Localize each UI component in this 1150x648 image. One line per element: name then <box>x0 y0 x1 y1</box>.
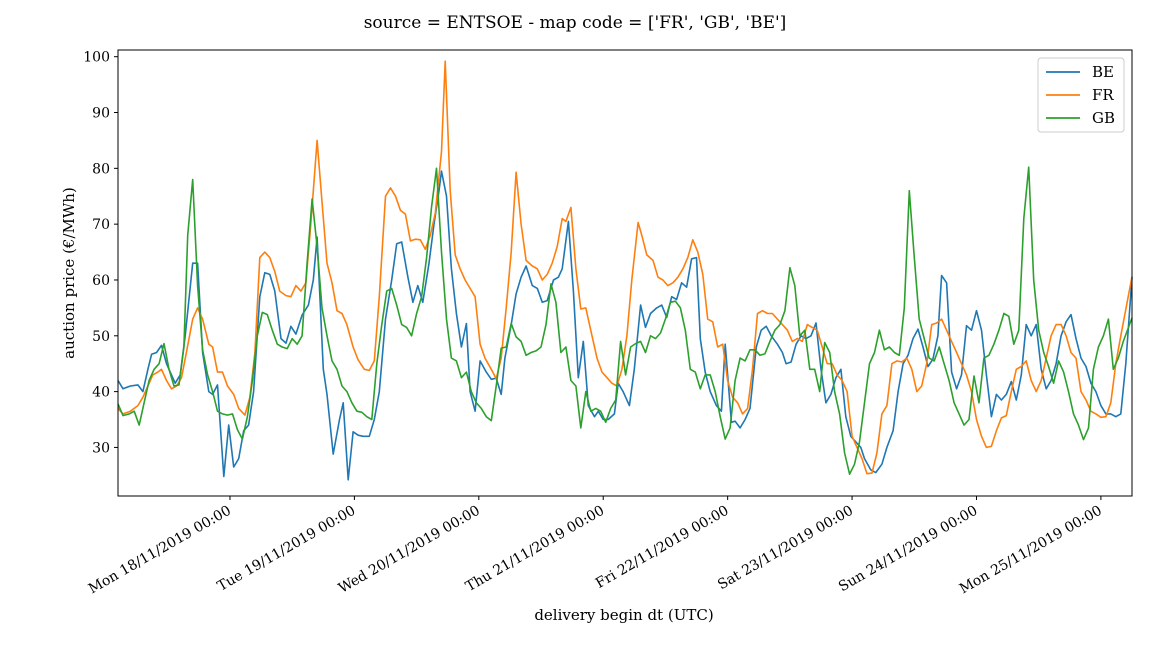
y-axis-label: auction price (€/MWh) <box>60 187 78 359</box>
legend-label-gb: GB <box>1092 109 1115 127</box>
y-tick-label: 100 <box>83 50 110 66</box>
legend-label-fr: FR <box>1092 86 1114 104</box>
legend-box <box>1037 57 1125 133</box>
y-tick-label: 50 <box>92 329 110 345</box>
x-tick-label: Thu 21/11/2019 00:00 <box>463 503 607 596</box>
y-axis: 30 40 50 60 70 80 90 100 <box>83 50 118 456</box>
y-tick-label: 40 <box>92 385 110 401</box>
x-tick-label: Tue 19/11/2019 00:00 <box>215 503 359 595</box>
x-tick-label: Mon 18/11/2019 00:00 <box>86 503 234 598</box>
x-axis-label: delivery begin dt (UTC) <box>534 606 713 624</box>
series-line-be <box>117 170 1133 481</box>
y-tick-label: 70 <box>92 217 110 233</box>
y-tick-label: 30 <box>92 440 110 456</box>
legend: BE FR GB <box>1037 57 1125 133</box>
series-line-fr <box>117 60 1133 475</box>
x-tick-label: Sat 23/11/2019 00:00 <box>715 503 856 594</box>
y-tick-label: 60 <box>92 273 110 289</box>
plot-area-frame <box>117 49 1133 497</box>
chart-title: source = ENTSOE - map code = ['FR', 'GB'… <box>364 13 787 33</box>
y-tick-label: 80 <box>92 161 110 177</box>
legend-label-be: BE <box>1092 63 1114 81</box>
y-tick-label: 90 <box>92 106 110 122</box>
x-tick-label: Fri 22/11/2019 00:00 <box>593 503 732 592</box>
series-layer <box>117 60 1133 481</box>
series-line-gb <box>117 166 1133 475</box>
